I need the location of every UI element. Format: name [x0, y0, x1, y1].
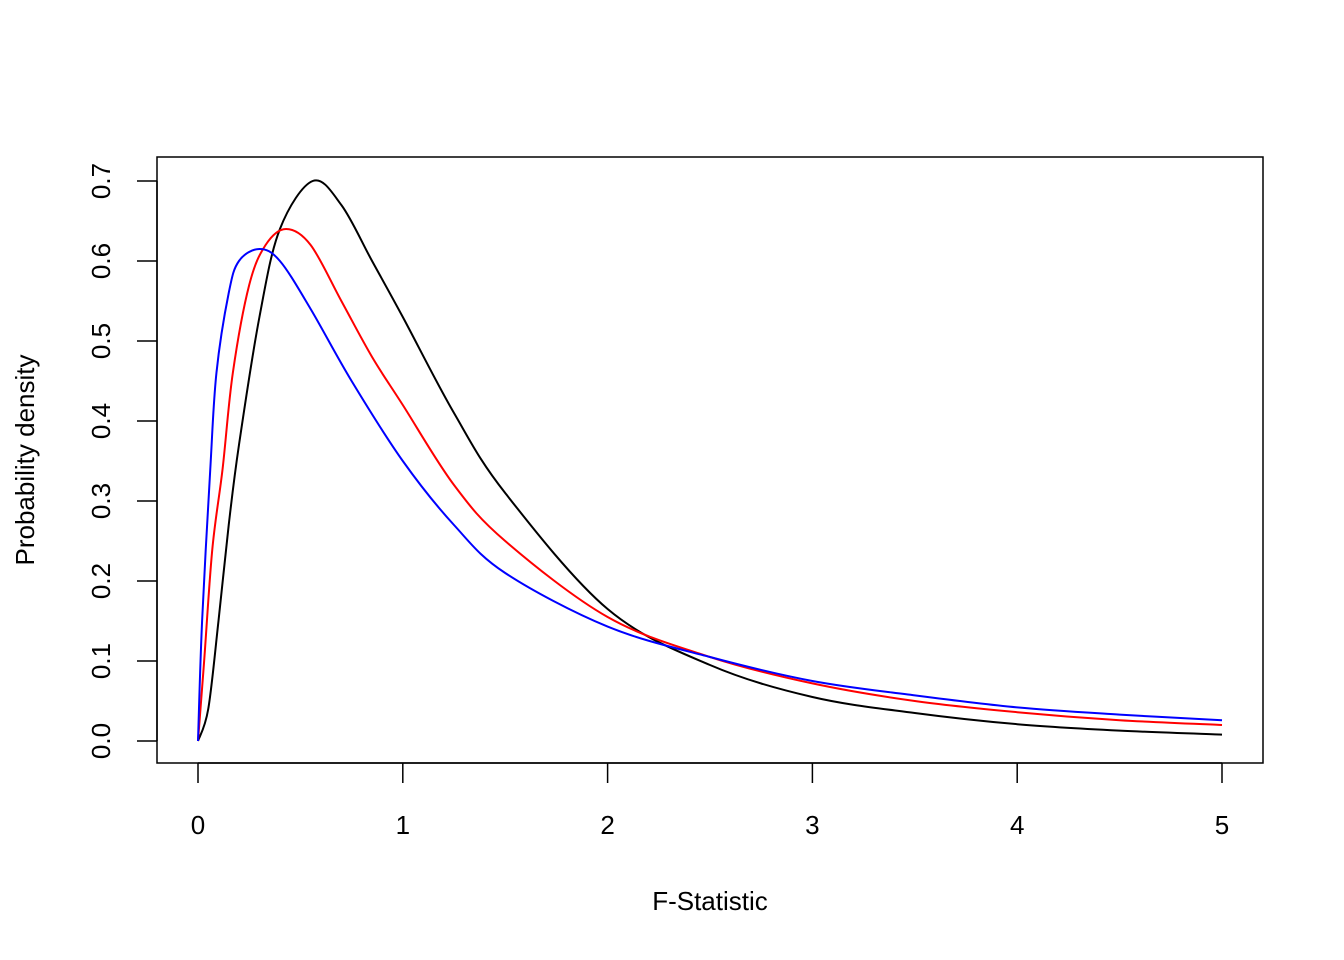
y-axis-label: Probability density	[10, 355, 40, 566]
y-tick-label: 0.3	[86, 483, 116, 519]
x-axis-label: F-Statistic	[652, 886, 768, 916]
x-tick-label: 1	[396, 810, 410, 840]
y-tick-label: 0.5	[86, 323, 116, 359]
x-tick-label: 0	[191, 810, 205, 840]
x-tick-label: 4	[1010, 810, 1024, 840]
x-tick-label: 5	[1215, 810, 1229, 840]
plot-frame	[156, 156, 1264, 764]
y-tick-label: 0.0	[86, 723, 116, 759]
x-tick-label: 3	[805, 810, 819, 840]
y-tick-label: 0.1	[86, 643, 116, 679]
density-curve-2	[197, 247, 1223, 742]
y-tick-label: 0.4	[86, 403, 116, 439]
density-curve-0	[197, 179, 1223, 742]
density-curve-1	[197, 227, 1223, 742]
y-tick-label: 0.6	[86, 243, 116, 279]
y-tick-label: 0.7	[86, 163, 116, 199]
x-tick-label: 2	[600, 810, 614, 840]
y-tick-label: 0.2	[86, 563, 116, 599]
